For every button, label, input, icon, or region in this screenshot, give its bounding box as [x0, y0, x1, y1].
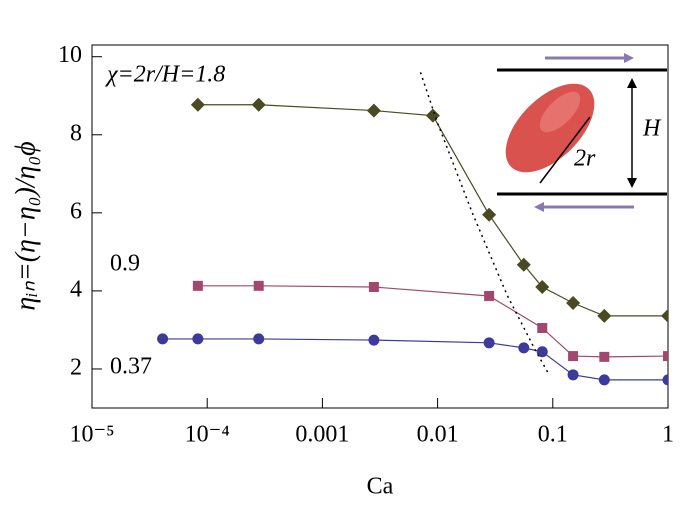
height-label: H	[642, 116, 662, 142]
series	[192, 280, 668, 362]
marker	[663, 351, 668, 362]
x-axis-label: Ca	[367, 474, 394, 500]
marker	[662, 374, 668, 386]
series-label: χ=2r/H=1.8	[105, 62, 225, 88]
series	[190, 97, 668, 323]
arrow-head	[627, 78, 637, 88]
arrow-head	[627, 178, 637, 188]
plot-frame	[91, 44, 669, 409]
marker	[568, 351, 579, 362]
series-label: 0.9	[110, 251, 140, 277]
marker	[518, 342, 530, 354]
x-tick-label: 0.001	[295, 422, 349, 448]
line	[197, 104, 668, 317]
y-tick-label: 4	[70, 276, 82, 302]
arrow	[539, 116, 591, 184]
marker	[661, 308, 668, 323]
marker	[599, 351, 610, 362]
y-axis-label: ηᵢₙ=(η−η₀)/η₀ϕ	[10, 141, 41, 310]
marker	[157, 333, 169, 345]
marker	[567, 369, 579, 381]
y-tick-label: 6	[70, 198, 82, 224]
marker	[253, 333, 265, 345]
y-tick-label: 2	[70, 354, 82, 380]
marker	[251, 97, 266, 112]
series-label: 0.37	[110, 354, 152, 380]
line	[197, 285, 668, 358]
arrow-head	[624, 53, 634, 63]
y-tick-label: 10	[58, 42, 82, 68]
marker	[535, 280, 550, 294]
arrow-head	[534, 202, 544, 212]
marker	[253, 280, 264, 291]
marker	[536, 346, 548, 358]
x-tick-label: 0.1	[538, 422, 568, 448]
diameter-label: 2r	[574, 146, 596, 172]
y-tick-label: 8	[70, 120, 82, 146]
marker	[516, 257, 531, 272]
line	[162, 338, 668, 381]
marker	[192, 333, 204, 345]
marker	[537, 322, 548, 333]
marker	[597, 308, 612, 323]
inset: H 2r	[497, 53, 667, 212]
marker	[566, 296, 581, 311]
marker	[368, 334, 380, 346]
marker	[483, 337, 495, 349]
x-tick-label: 0.01	[417, 422, 459, 448]
series	[157, 333, 668, 386]
x-tick-label: 1	[662, 422, 674, 448]
marker	[192, 280, 203, 291]
marker	[368, 282, 379, 292]
marker	[484, 290, 495, 301]
marker	[190, 97, 205, 112]
marker	[366, 103, 381, 118]
marker	[598, 374, 610, 386]
marker	[482, 207, 497, 222]
x-tick-label: 10⁻⁴	[185, 422, 230, 448]
x-tick-label: 10⁻⁵	[69, 422, 114, 448]
cell-highlight	[539, 91, 581, 133]
marker	[425, 108, 440, 123]
